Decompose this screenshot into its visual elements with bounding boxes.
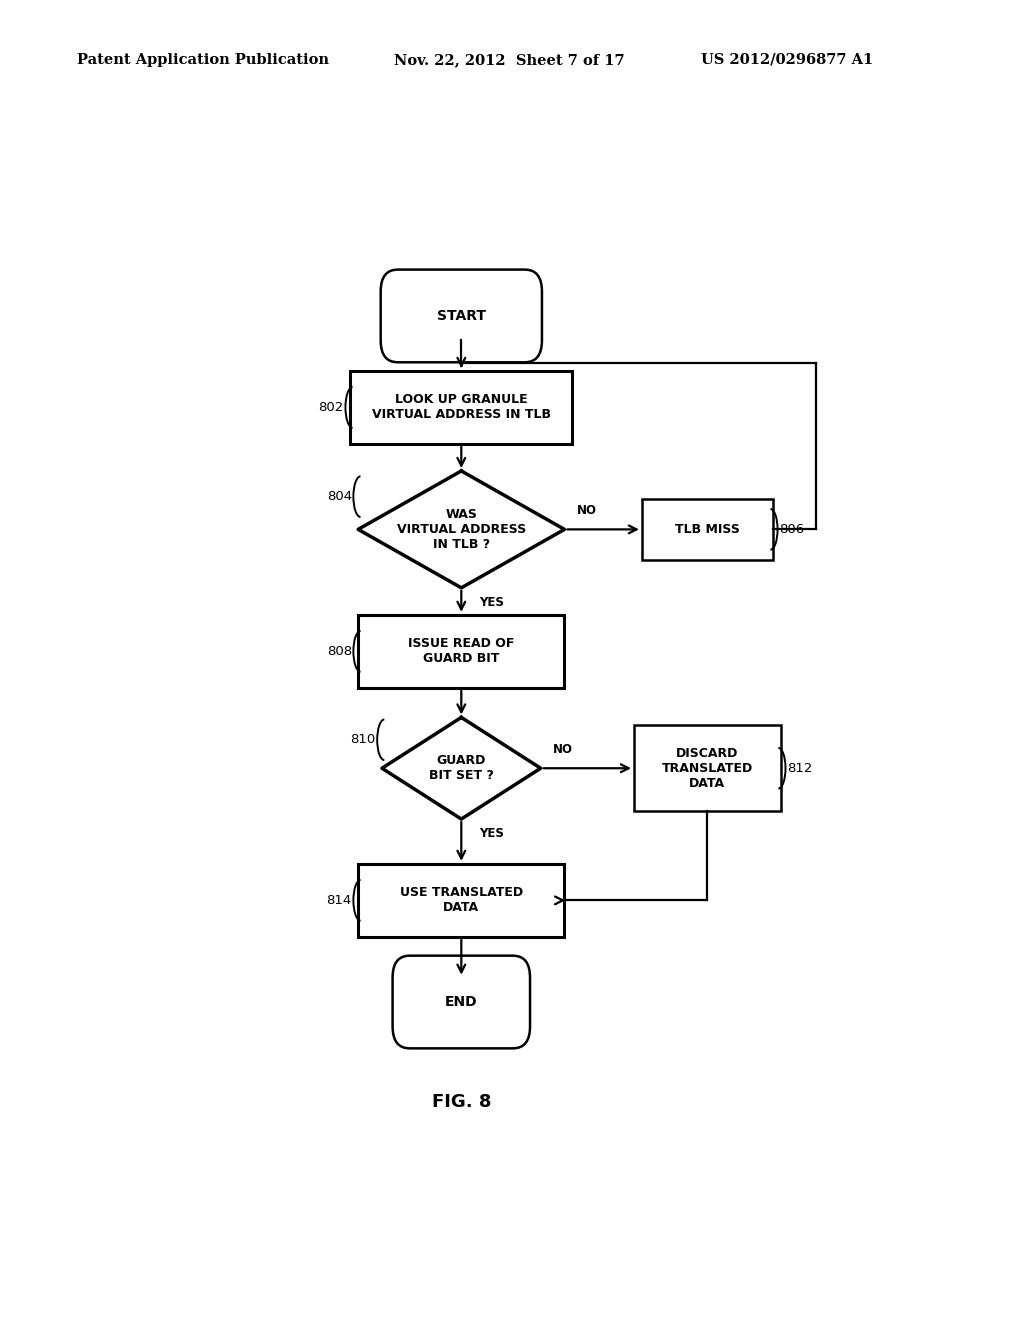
Text: USE TRANSLATED
DATA: USE TRANSLATED DATA — [399, 886, 523, 915]
Text: US 2012/0296877 A1: US 2012/0296877 A1 — [701, 53, 873, 67]
Text: NO: NO — [553, 743, 572, 756]
Text: YES: YES — [479, 828, 504, 841]
Bar — [634, 725, 780, 812]
Text: DISCARD
TRANSLATED
DATA: DISCARD TRANSLATED DATA — [662, 747, 753, 789]
Polygon shape — [358, 471, 564, 587]
Text: 808: 808 — [327, 645, 352, 657]
Text: 814: 814 — [327, 894, 352, 907]
Polygon shape — [382, 718, 541, 818]
Text: END: END — [445, 995, 477, 1008]
Bar — [358, 863, 564, 937]
Text: 804: 804 — [327, 490, 352, 503]
Text: WAS
VIRTUAL ADDRESS
IN TLB ?: WAS VIRTUAL ADDRESS IN TLB ? — [396, 508, 526, 550]
Text: 812: 812 — [787, 762, 812, 775]
Text: TLB MISS: TLB MISS — [675, 523, 739, 536]
Text: Patent Application Publication: Patent Application Publication — [77, 53, 329, 67]
FancyBboxPatch shape — [392, 956, 530, 1048]
Text: NO: NO — [577, 504, 596, 517]
Text: ISSUE READ OF
GUARD BIT: ISSUE READ OF GUARD BIT — [409, 638, 514, 665]
Bar — [358, 615, 564, 688]
Text: LOOK UP GRANULE
VIRTUAL ADDRESS IN TLB: LOOK UP GRANULE VIRTUAL ADDRESS IN TLB — [372, 393, 551, 421]
Text: GUARD
BIT SET ?: GUARD BIT SET ? — [429, 754, 494, 783]
Bar — [350, 371, 572, 444]
Text: YES: YES — [479, 595, 504, 609]
Text: Nov. 22, 2012  Sheet 7 of 17: Nov. 22, 2012 Sheet 7 of 17 — [394, 53, 625, 67]
Text: 806: 806 — [779, 523, 804, 536]
Text: FIG. 8: FIG. 8 — [431, 1093, 492, 1110]
Text: 802: 802 — [318, 401, 344, 414]
FancyBboxPatch shape — [381, 269, 542, 362]
Bar — [642, 499, 773, 560]
Text: 810: 810 — [350, 734, 376, 746]
Text: START: START — [437, 309, 485, 323]
